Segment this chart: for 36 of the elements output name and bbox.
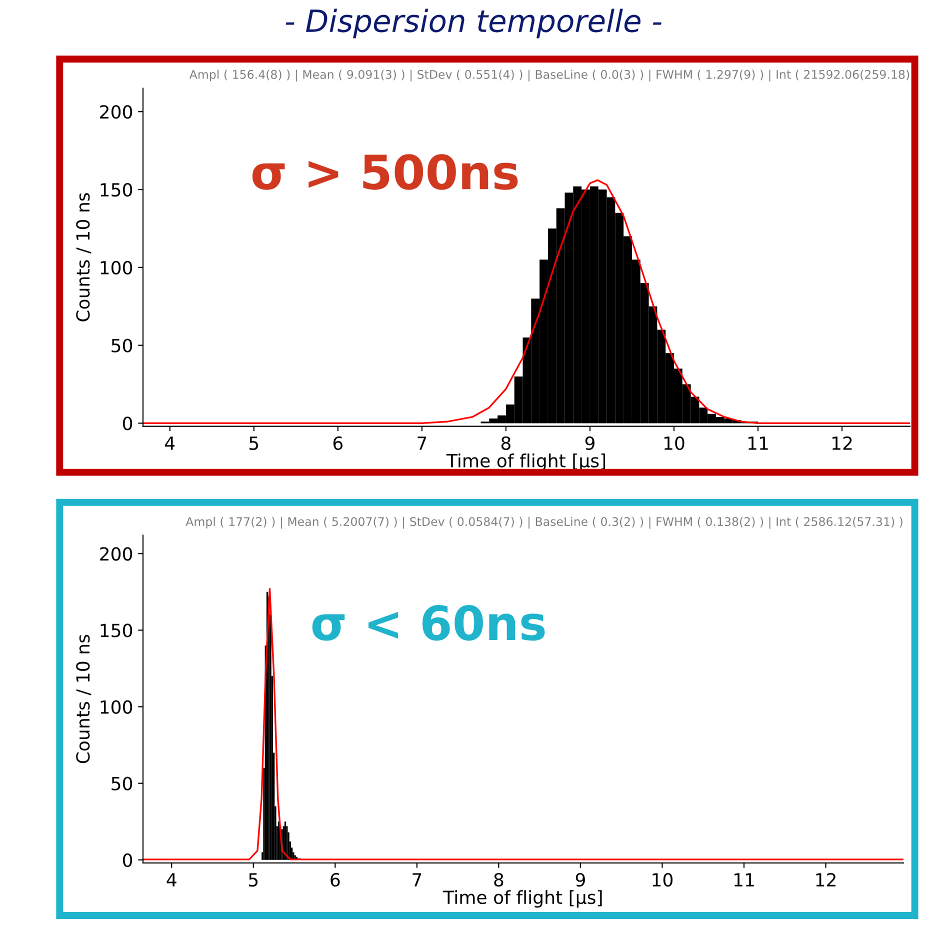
chart-subtitle: Ampl ( 156.4(8) ) | Mean ( 9.091(3) ) | StDev ( 0.551(4) ) | BaseLine ( 0.0(3) ) | FWHM ( 1.297(9) ) | Int ( 21592.06(259.18) (189, 70, 910, 82)
y-axis-title: Counts / 10 ns (76, 634, 92, 764)
y-tick-label: 100 (100, 260, 132, 275)
x-tick-label: 12 (832, 436, 852, 450)
x-tick-label: 10 (652, 872, 673, 887)
x-tick-label: 4 (166, 873, 176, 886)
x-tick-label: 5 (250, 436, 258, 450)
annotation: σ < 60ns (312, 604, 545, 641)
y-tick-label: 0 (122, 416, 132, 430)
x-tick-label: 7 (412, 873, 422, 886)
y-tick-label: 150 (100, 182, 132, 197)
annotation: σ > 500ns (252, 154, 518, 190)
x-tick-label: 12 (816, 872, 836, 886)
y-tick-label: 50 (112, 776, 132, 790)
chart-title: - Dispersion temporelle - (286, 8, 662, 38)
y-tick-label: 0 (122, 853, 132, 867)
y-tick-label: 100 (100, 700, 132, 714)
x-tick-label: 9 (585, 436, 594, 450)
x-axis-title: Time of flight [µs] (443, 890, 602, 908)
x-tick-label: 7 (418, 436, 426, 450)
y-axis-title: Counts / 10 ns (76, 193, 92, 322)
x-tick-label: 6 (333, 436, 343, 450)
y-tick-label: 200 (100, 105, 132, 119)
x-tick-label: 11 (748, 436, 768, 450)
x-tick-label: 8 (501, 436, 510, 450)
x-tick-label: 5 (249, 873, 258, 887)
y-tick-label: 150 (100, 624, 132, 638)
x-tick-label: 8 (494, 872, 504, 887)
x-tick-label: 10 (664, 436, 684, 450)
x-tick-label: 9 (576, 872, 585, 887)
y-tick-label: 50 (112, 338, 132, 352)
x-tick-label: 11 (734, 873, 754, 886)
chart-subtitle: Ampl ( 177(2) ) | Mean ( 5.2007(7) ) | StDev ( 0.0584(7) ) | BaseLine ( 0.3(2) ) | FWHM ( 0.138(2) ) | Int ( 2586.12(57.31) ) (186, 516, 902, 529)
x-tick-label: 4 (165, 436, 175, 450)
x-tick-label: 6 (330, 872, 340, 887)
y-tick-label: 200 (100, 547, 132, 561)
